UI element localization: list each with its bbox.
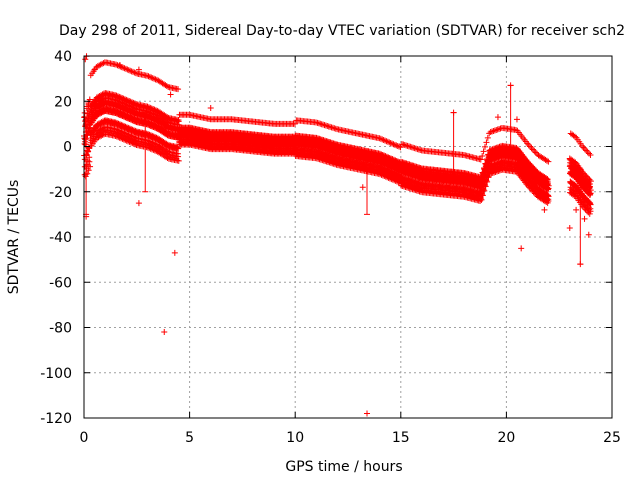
data-point (99, 132, 106, 139)
data-point (145, 73, 152, 80)
data-point (122, 137, 129, 144)
data-point (113, 133, 120, 140)
data-point (127, 67, 134, 74)
grid-layer (84, 56, 612, 418)
data-point (127, 139, 134, 146)
data-point (144, 144, 151, 151)
data-point (120, 136, 127, 143)
data-point (87, 163, 94, 170)
data-point (144, 72, 151, 79)
data-point (164, 119, 171, 126)
data-point (118, 135, 125, 142)
data-point (147, 145, 154, 152)
data-point (121, 65, 128, 72)
data-point (125, 67, 132, 74)
data-point (175, 153, 182, 160)
data-point (149, 75, 156, 82)
data-point (151, 147, 158, 154)
data-point (126, 138, 133, 145)
data-point (146, 145, 153, 152)
data-point (146, 73, 153, 80)
data-point (163, 83, 170, 90)
data-point (122, 65, 129, 72)
data-point (82, 56, 89, 63)
data-point (132, 70, 139, 77)
data-point (115, 134, 122, 141)
data-point (85, 167, 92, 174)
data-point (112, 132, 119, 139)
data-point (115, 62, 122, 69)
data-point (132, 105, 139, 112)
data-point (86, 158, 93, 165)
data-point (175, 145, 182, 152)
data-point (120, 64, 127, 71)
data-point (125, 138, 132, 145)
data-point (149, 146, 156, 153)
data-point (153, 148, 160, 155)
data-point (150, 146, 157, 153)
data-point (116, 134, 123, 141)
data-point (164, 155, 171, 162)
data-point (175, 157, 182, 164)
data-point (175, 86, 182, 93)
data-point (81, 109, 88, 116)
chart-title: Day 298 of 2011, Sidereal Day-to-day VTE… (59, 23, 625, 39)
data-point (132, 141, 139, 148)
data-point (81, 156, 88, 163)
data-point (152, 76, 159, 83)
data-point (130, 140, 137, 147)
data-point (123, 137, 130, 144)
data-point (119, 135, 126, 142)
data-point (129, 140, 136, 147)
data-point (131, 69, 138, 76)
data-point (124, 66, 131, 73)
data-point (128, 68, 135, 75)
data-point (129, 68, 136, 75)
data-layer (81, 53, 594, 417)
data-point (84, 170, 91, 177)
data-point (148, 74, 155, 81)
data-point (151, 75, 158, 82)
